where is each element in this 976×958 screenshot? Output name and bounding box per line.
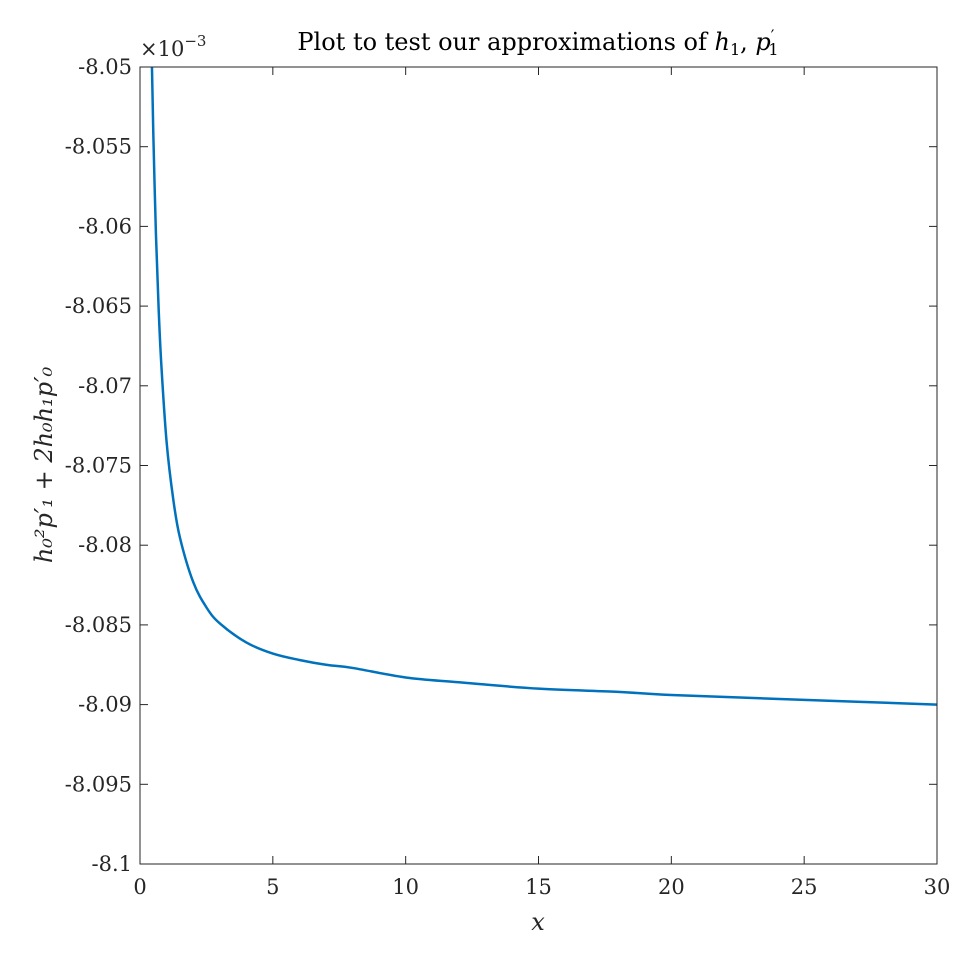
y-tick-label: -8.07 [78, 374, 132, 398]
title-p: p [755, 28, 770, 56]
y-tick-label: -8.095 [65, 772, 132, 796]
y-tick-label: -8.05 [78, 55, 132, 79]
y-tick-label: -8.075 [65, 454, 132, 478]
series-line [150, 67, 937, 706]
y-tick-label: -8.085 [65, 613, 132, 637]
chart-title: Plot to test our approximations of h1, p… [297, 26, 778, 59]
title-p-sub: 1 [768, 40, 778, 59]
x-axis-label: x [531, 908, 545, 936]
y-tick-label: -8.09 [78, 693, 132, 717]
plot-area [140, 67, 937, 864]
y-tick-label: -8.1 [92, 852, 133, 876]
x-tick-label: 5 [266, 875, 279, 899]
x-tick-label: 30 [924, 875, 951, 899]
y-tick-label: -8.06 [78, 214, 132, 238]
y-exponent-label: ×10−3 [140, 32, 206, 61]
y-tick-label: -8.055 [65, 135, 132, 159]
y-exponent-base: ×10 [140, 37, 184, 61]
y-tick-label: -8.08 [78, 533, 132, 557]
y-exponent-power: −3 [184, 32, 206, 50]
y-axis-label: h₀²p′₁ + 2h₀h₁p′₀ [30, 366, 58, 563]
x-tick-label: 0 [133, 875, 146, 899]
title-p-prime: ′ [771, 26, 775, 45]
x-tick-label: 10 [392, 875, 419, 899]
x-tick-label: 25 [791, 875, 818, 899]
axes-frame [139, 66, 938, 865]
title-sep: , [740, 28, 755, 56]
y-tick-label: -8.065 [65, 294, 132, 318]
title-prefix: Plot to test our approximations of [297, 28, 714, 56]
x-tick-labels: 0 5 10 15 20 25 30 [133, 875, 950, 899]
title-h-sub: 1 [730, 40, 740, 59]
x-tick-label: 20 [658, 875, 685, 899]
y-tick-labels: -8.05 -8.055 -8.06 -8.065 -8.07 -8.075 -8.08 -8… [65, 55, 132, 876]
x-tick-label: 15 [525, 875, 552, 899]
title-h: h [714, 28, 729, 56]
